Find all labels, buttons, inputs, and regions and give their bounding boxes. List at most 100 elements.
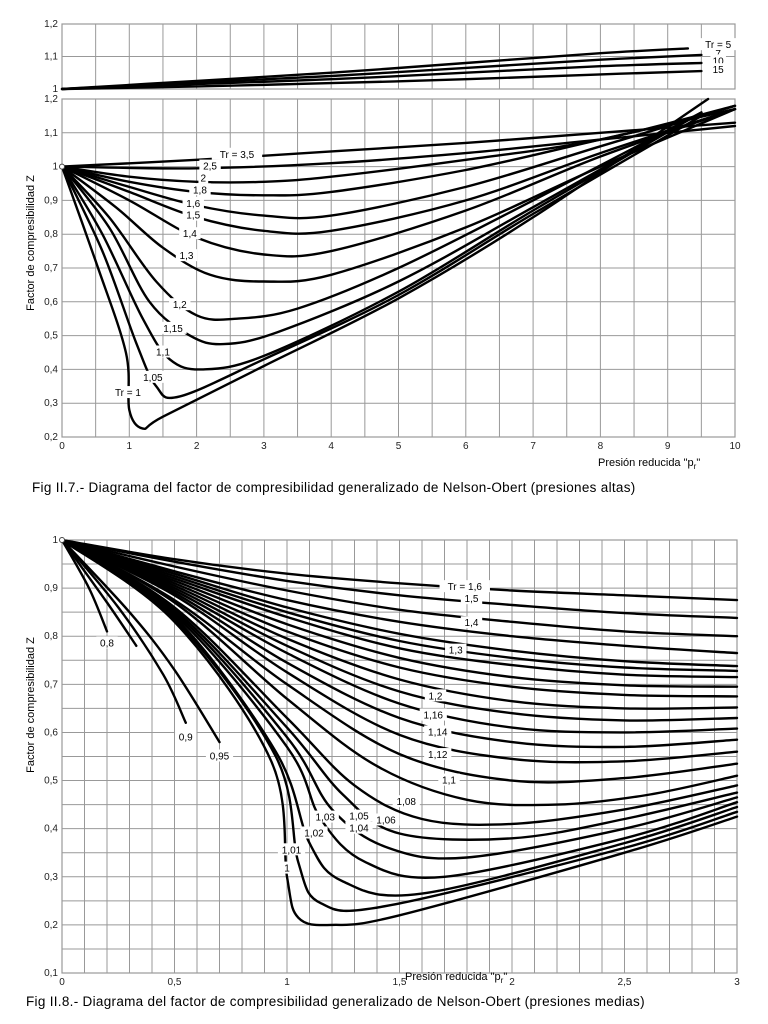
axis-ticks: 0,1 0,2 0,3 0,4 0,5 0,6 0,7 0,8 0,9 1 0 0,5 1 1,5 2 2,5… [44,535,740,988]
curve-tr-0-9 [60,538,187,724]
x-tick-label: 3 [261,441,267,452]
x-tick-label: 2 [509,977,515,988]
curve-tr-1-15 [60,111,703,346]
curve-label: 1,15 [163,324,183,335]
curve-label: 1,2 [173,300,187,311]
y-tick-label: 1 [52,162,58,173]
curve-tr-1-01 [60,538,739,913]
x-axis-title: Presión reducida "pr" [598,457,700,471]
curve-tr-1 [60,97,710,431]
y-tick-label: 0,8 [44,229,58,240]
y-tick-label: 0,2 [44,432,58,443]
chart-curves [60,538,739,927]
curve-label: 1,01 [282,845,302,856]
curve-label: 1,14 [428,727,448,738]
curve-tr-1-04 [60,538,739,860]
y-tick-label: 0,9 [44,583,58,594]
chart-grid [61,539,738,974]
curve-tr-1-8 [60,107,737,197]
curve-tr-1-14 [60,538,739,749]
curve-tr-10 [60,61,703,91]
curve-label: 1,2 [429,691,443,702]
x-axis-title: Presión reducida "pr" [405,971,507,985]
y-tick-label: 0,3 [44,872,58,883]
curve-label: 1,06 [376,815,396,826]
y-axis-title: Factor de compresibilidad Z [25,637,37,773]
curve-tr-1-03 [60,538,739,879]
y-tick-label: 0,2 [44,920,58,931]
curve-label: 1,1 [156,348,170,359]
y-tick-label: 1,1 [44,52,58,63]
curve-tr-3-5 [60,121,737,168]
curve-label: 1,1 [442,776,456,787]
curve-tr-15 [60,69,703,91]
curve-tr-1-1 [60,111,703,371]
figure-caption-ii-8: Fig II.8.- Diagrama del factor de compre… [26,994,645,1009]
y-tick-label: 0,4 [44,364,58,375]
y-tick-label: 0,7 [44,263,58,274]
curve-label: Tr = 1,6 [448,582,483,593]
curve-tr-1-02 [60,538,739,897]
curve-label: 1,02 [304,828,324,839]
curve-label: Tr = 1 [115,388,141,399]
curve-tr-1-2 [60,538,739,710]
x-tick-label: 1 [127,441,133,452]
y-tick-label: 0,7 [44,679,58,690]
curve-tr-1-05 [60,538,739,841]
y-tick-label: 0,3 [44,398,58,409]
x-tick-label: 8 [598,441,604,452]
curve-label: 10 [713,56,725,67]
curve-labels: Tr = 571015Tr = 3,52,521,81,61,51,41,31,… [59,38,738,399]
x-tick-label: 5 [396,441,402,452]
curve-label: 1,4 [183,229,197,240]
axis-ticks: 1 1,1 1,2 0,2 0,3 0,4 0,5 0,6 0,7 0,8 0,9 1 1,1 1,2 0 1… [44,19,741,452]
curve-tr-1-18 [60,538,739,722]
y-tick-label: 0,8 [44,631,58,642]
x-tick-label: 2,5 [618,977,632,988]
curve-tr-1-16 [60,538,739,734]
curve-label: 1,3 [449,646,463,657]
curve-label: 1,8 [193,185,207,196]
curve-label: Tr = 3,5 [220,150,255,161]
curve-tr-1-4 [60,538,739,638]
curve-label: 1,12 [428,750,448,761]
curve-label: Tr = 5 [705,40,731,51]
x-tick-label: 0 [59,441,65,452]
curve-tr-0-85 [60,538,138,647]
curve-tr-1-4 [60,107,737,258]
chart-fig-ii-7: Tr = 571015Tr = 3,52,521,81,61,51,41,31,… [25,19,741,471]
curve-tr-1-12 [60,538,739,764]
curve-label: 1,16 [424,711,444,722]
curve-label: 0,9 [179,732,193,743]
y-tick-label: 0,5 [44,331,58,342]
curve-label: 1,5 [186,211,200,222]
curve-tr-2-5 [60,124,737,170]
curve-label: 1,03 [316,813,336,824]
x-tick-label: 7 [530,441,536,452]
curve-tr-0-8 [60,538,109,633]
y-tick-label: 0,6 [44,297,58,308]
curve-tr-1 [60,538,739,927]
curve-label: 1,04 [349,824,369,835]
y-tick-label: 1 [52,84,58,95]
y-tick-label: 1,1 [44,128,58,139]
curve-tr-1-6 [60,538,739,602]
curve-label: 1,6 [186,199,200,210]
x-tick-label: 4 [328,441,334,452]
y-axis-title: Factor de compresibilidad Z [25,175,37,311]
curve-tr-1-5 [60,538,739,620]
curve-label: 15 [713,65,725,76]
x-tick-label: 1,5 [393,977,407,988]
x-tick-label: 9 [665,441,671,452]
curve-label: 1,05 [143,373,163,384]
x-tick-label: 10 [729,441,741,452]
curve-tr-1-05 [60,114,703,400]
y-tick-label: 1,2 [44,94,58,105]
x-tick-label: 1 [284,977,290,988]
curve-tr-1-5 [60,107,737,235]
y-tick-label: 1 [52,535,58,546]
y-tick-label: 0,1 [44,968,58,979]
figure-caption-ii-7: Fig II.7.- Diagrama del factor de compre… [32,480,636,495]
chart-curves [60,47,737,431]
curve-tr-7 [60,53,703,91]
